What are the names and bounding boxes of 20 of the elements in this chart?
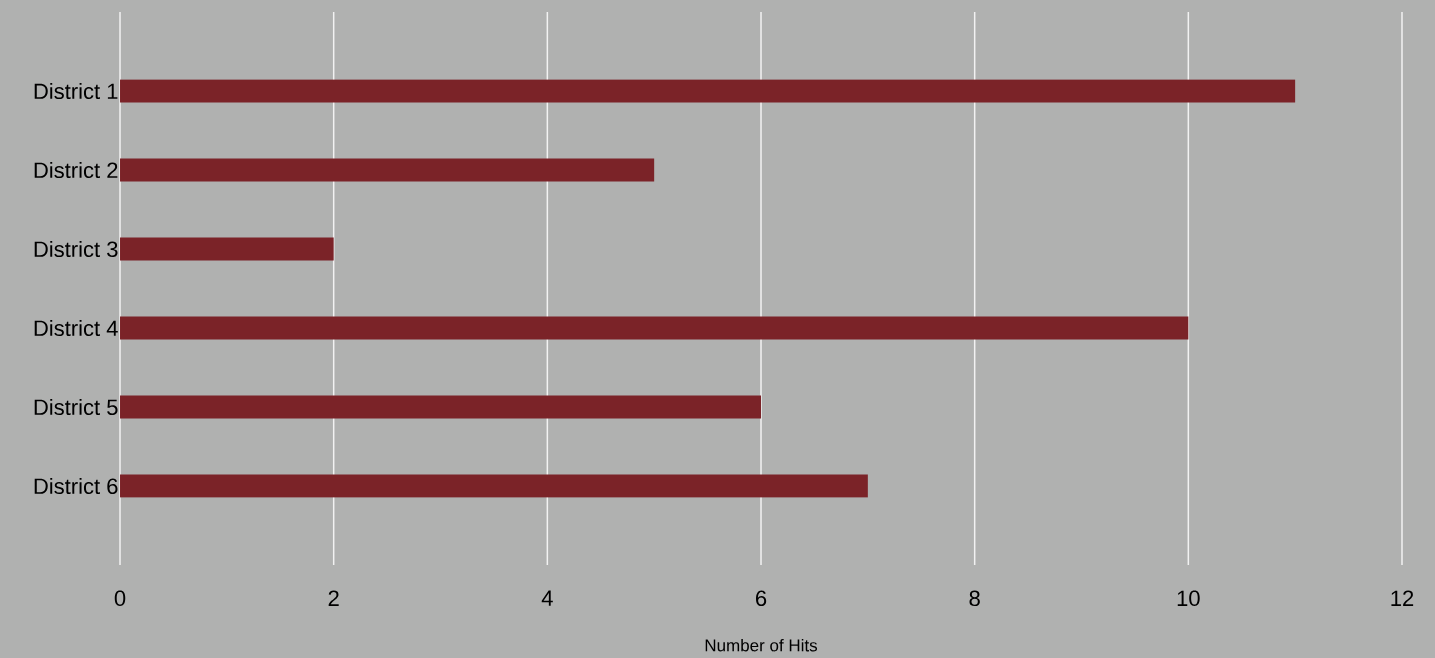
x-tick-label: 2 <box>328 590 339 606</box>
x-tick-label: 12 <box>1391 590 1414 606</box>
y-tick-label: District 5 <box>34 398 118 416</box>
y-tick-label: District 3 <box>34 240 118 258</box>
y-tick-label: District 4 <box>34 319 118 337</box>
x-tick-label: 6 <box>756 590 767 607</box>
x-axis-title: Number of Hits <box>705 638 818 652</box>
bar <box>120 316 1189 340</box>
bar <box>120 474 868 498</box>
y-tick-label: District 2 <box>34 161 118 179</box>
bar <box>120 395 762 419</box>
bar <box>120 158 655 182</box>
x-tick-label: 4 <box>541 590 553 606</box>
y-tick-label: District 6 <box>34 477 118 495</box>
x-tick-label: 10 <box>1177 590 1200 607</box>
y-tick-label: District 1 <box>34 82 118 100</box>
x-tick-label: 0 <box>114 590 126 607</box>
bar <box>120 237 334 261</box>
x-tick-label: 8 <box>969 590 980 607</box>
bar <box>120 79 1296 103</box>
